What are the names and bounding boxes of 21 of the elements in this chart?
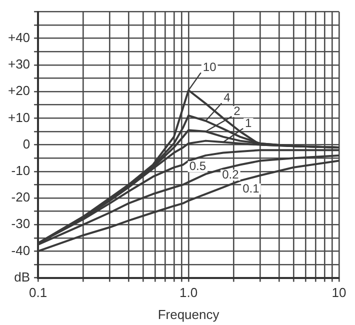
y-tick-label: -30 [11, 216, 30, 232]
x-tick-label: 0.1 [29, 285, 48, 300]
y-tick-label: 0 [22, 136, 30, 152]
y-tick-label: -10 [11, 162, 30, 178]
series-label: 4 [224, 90, 231, 105]
y-tick-label: +30 [8, 56, 30, 72]
series-label: 0.1 [242, 181, 260, 196]
x-axis-title: Frequency [158, 306, 220, 322]
y-tick-label: +20 [8, 83, 30, 98]
series-label: 0.5 [189, 158, 206, 173]
y-tick-label: +40 [8, 30, 30, 45]
y-tick-label: -20 [11, 190, 30, 205]
series-label: 0.2 [222, 167, 240, 182]
x-tick-label: 10 [332, 285, 346, 300]
y-tick-label: dB [14, 269, 30, 284]
series-label: 2 [234, 104, 241, 118]
y-tick-label: -40 [11, 242, 30, 258]
y-tick-label: +10 [8, 110, 30, 125]
x-tick-label: 1.0 [179, 285, 198, 300]
series-label: 1 [245, 116, 252, 130]
series-label: 10 [202, 60, 217, 74]
